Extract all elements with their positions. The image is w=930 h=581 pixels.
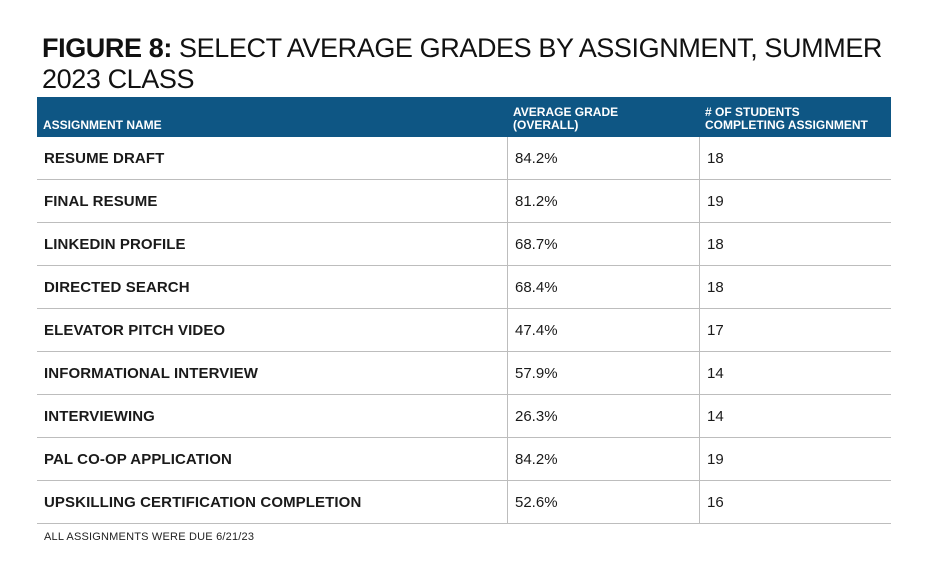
- cell-average-grade: 26.3%: [507, 395, 699, 437]
- cell-assignment-name: RESUME DRAFT: [44, 149, 165, 167]
- cell-assignment-name: FINAL RESUME: [44, 192, 158, 210]
- table-row: DIRECTED SEARCH 68.4% 18: [37, 266, 891, 309]
- header-assignment-name: ASSIGNMENT NAME: [43, 118, 162, 132]
- cell-assignment-name: INFORMATIONAL INTERVIEW: [44, 364, 258, 382]
- table-body: RESUME DRAFT 84.2% 18 FINAL RESUME 81.2%…: [37, 137, 891, 524]
- cell-average-grade: 81.2%: [507, 180, 699, 222]
- table-row: RESUME DRAFT 84.2% 18: [37, 137, 891, 180]
- cell-students-completing: 17: [699, 309, 891, 351]
- cell-students-completing: 19: [699, 180, 891, 222]
- cell-average-grade: 52.6%: [507, 481, 699, 523]
- table-row: INTERVIEWING 26.3% 14: [37, 395, 891, 438]
- table-row: UPSKILLING CERTIFICATION COMPLETION 52.6…: [37, 481, 891, 524]
- cell-assignment-name: INTERVIEWING: [44, 407, 155, 425]
- table-row: INFORMATIONAL INTERVIEW 57.9% 14: [37, 352, 891, 395]
- cell-average-grade: 47.4%: [507, 309, 699, 351]
- cell-assignment-name: UPSKILLING CERTIFICATION COMPLETION: [44, 493, 362, 511]
- cell-average-grade: 57.9%: [507, 352, 699, 394]
- cell-students-completing: 18: [699, 266, 891, 308]
- cell-average-grade: 68.7%: [507, 223, 699, 265]
- footnote: ALL ASSIGNMENTS WERE DUE 6/21/23: [44, 531, 255, 543]
- table-row: FINAL RESUME 81.2% 19: [37, 180, 891, 223]
- cell-assignment-name: PAL CO-OP APPLICATION: [44, 450, 232, 468]
- header-students-completing: # OF STUDENTS COMPLETING ASSIGNMENT: [705, 105, 868, 132]
- cell-students-completing: 16: [699, 481, 891, 523]
- table-row: ELEVATOR PITCH VIDEO 47.4% 17: [37, 309, 891, 352]
- figure-label: FIGURE 8:: [42, 33, 172, 63]
- cell-assignment-name: LINKEDIN PROFILE: [44, 235, 186, 253]
- cell-average-grade: 68.4%: [507, 266, 699, 308]
- cell-assignment-name: ELEVATOR PITCH VIDEO: [44, 321, 226, 339]
- header-average-grade: AVERAGE GRADE (OVERALL): [513, 105, 619, 132]
- figure-title: FIGURE 8: SELECT AVERAGE GRADES BY ASSIG…: [42, 33, 902, 95]
- figure-title-text: SELECT AVERAGE GRADES BY ASSIGNMENT, SUM…: [42, 33, 883, 94]
- table-header: ASSIGNMENT NAME AVERAGE GRADE (OVERALL) …: [37, 97, 891, 137]
- cell-students-completing: 18: [699, 137, 891, 179]
- cell-students-completing: 14: [699, 352, 891, 394]
- cell-students-completing: 19: [699, 438, 891, 480]
- cell-assignment-name: DIRECTED SEARCH: [44, 278, 190, 296]
- table-row: PAL CO-OP APPLICATION 84.2% 19: [37, 438, 891, 481]
- cell-average-grade: 84.2%: [507, 438, 699, 480]
- table-row: LINKEDIN PROFILE 68.7% 18: [37, 223, 891, 266]
- cell-students-completing: 18: [699, 223, 891, 265]
- grades-table: ASSIGNMENT NAME AVERAGE GRADE (OVERALL) …: [37, 97, 891, 524]
- cell-average-grade: 84.2%: [507, 137, 699, 179]
- cell-students-completing: 14: [699, 395, 891, 437]
